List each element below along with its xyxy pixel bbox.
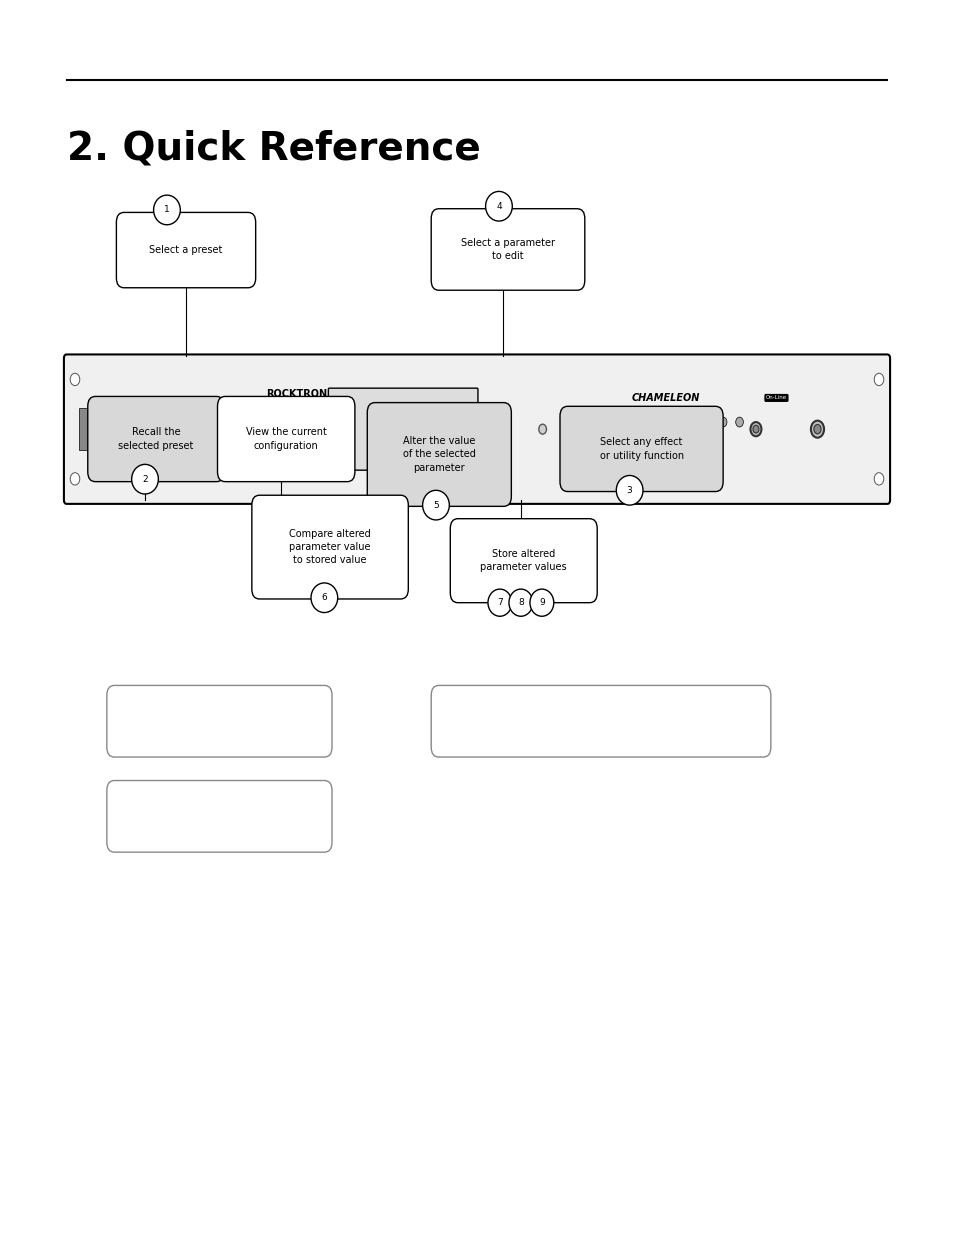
Text: CHAMELEON: CHAMELEON (631, 393, 700, 403)
Circle shape (97, 426, 102, 432)
FancyBboxPatch shape (107, 685, 332, 757)
FancyBboxPatch shape (367, 403, 511, 506)
FancyBboxPatch shape (252, 495, 408, 599)
Bar (136, 408, 146, 451)
Text: GUITAR RACK TECHNO DAY: GUITAR RACK TECHNO DAY (263, 433, 329, 438)
Circle shape (873, 373, 882, 385)
Circle shape (752, 425, 759, 433)
Text: Store altered
parameter values: Store altered parameter values (480, 550, 566, 572)
FancyBboxPatch shape (116, 212, 255, 288)
Text: Select any effect
or utility function: Select any effect or utility function (598, 437, 683, 461)
Ellipse shape (509, 589, 532, 616)
Circle shape (669, 417, 677, 427)
Text: ROCKTRON: ROCKTRON (266, 389, 327, 399)
Circle shape (71, 373, 80, 385)
FancyBboxPatch shape (328, 388, 477, 471)
Circle shape (488, 422, 497, 436)
Text: Recall the
selected preset: Recall the selected preset (118, 427, 193, 451)
Circle shape (719, 417, 726, 427)
Text: View the current
configuration: View the current configuration (246, 427, 326, 451)
FancyBboxPatch shape (431, 209, 584, 290)
Text: On-Line: On-Line (765, 395, 786, 400)
Text: Compare altered
parameter value
to stored value: Compare altered parameter value to store… (289, 529, 371, 566)
Bar (116, 408, 126, 451)
Text: 3: 3 (626, 485, 632, 495)
Ellipse shape (487, 589, 511, 616)
Ellipse shape (485, 191, 512, 221)
Text: Alter the value
of the selected
parameter: Alter the value of the selected paramete… (402, 436, 476, 473)
FancyBboxPatch shape (88, 396, 224, 482)
Text: Select a parameter
to edit: Select a parameter to edit (460, 238, 555, 261)
Text: 1: 1 (164, 205, 170, 215)
Text: 5: 5 (433, 500, 438, 510)
Text: 9: 9 (538, 598, 544, 608)
Circle shape (813, 425, 821, 433)
Circle shape (750, 422, 760, 436)
Text: 6: 6 (321, 593, 327, 603)
Ellipse shape (311, 583, 337, 613)
FancyBboxPatch shape (559, 406, 722, 492)
Circle shape (638, 425, 643, 433)
Text: 2. Quick Reference: 2. Quick Reference (67, 130, 480, 168)
Circle shape (810, 421, 823, 437)
Ellipse shape (530, 589, 553, 616)
Text: 4: 4 (496, 201, 501, 211)
FancyBboxPatch shape (450, 519, 597, 603)
Text: 7: 7 (497, 598, 502, 608)
Bar (79, 408, 89, 451)
Circle shape (873, 473, 882, 485)
FancyBboxPatch shape (64, 354, 889, 504)
Text: 2: 2 (142, 474, 148, 484)
Circle shape (702, 417, 710, 427)
FancyBboxPatch shape (431, 685, 770, 757)
Circle shape (71, 473, 80, 485)
Circle shape (686, 417, 694, 427)
Text: 8: 8 (517, 598, 523, 608)
Ellipse shape (422, 490, 449, 520)
Circle shape (161, 424, 170, 435)
Circle shape (583, 424, 592, 435)
Ellipse shape (616, 475, 642, 505)
FancyBboxPatch shape (107, 781, 332, 852)
Circle shape (735, 417, 742, 427)
Ellipse shape (153, 195, 180, 225)
Circle shape (538, 424, 546, 435)
Ellipse shape (132, 464, 158, 494)
Text: Select a preset: Select a preset (150, 245, 222, 256)
FancyBboxPatch shape (217, 396, 355, 482)
